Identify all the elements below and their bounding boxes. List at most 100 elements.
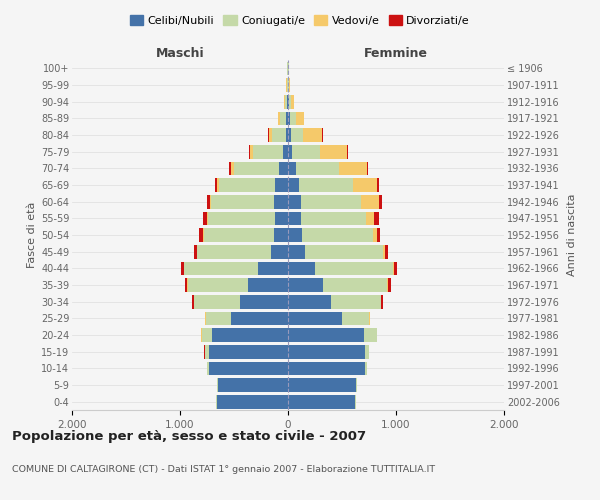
Bar (188, 278, 248, 292)
Bar (248, 145, 250, 158)
Y-axis label: Anni di nascita: Anni di nascita (566, 194, 577, 276)
Bar (342, 312, 369, 325)
Bar (364, 328, 377, 342)
Bar (199, 228, 203, 242)
Bar (377, 228, 380, 242)
Bar (274, 228, 288, 242)
Bar (323, 278, 388, 292)
Bar (203, 212, 207, 225)
Bar (288, 178, 299, 192)
Bar (365, 362, 367, 375)
Bar (218, 378, 288, 392)
Bar (320, 145, 347, 158)
Bar (194, 295, 241, 308)
Bar (288, 378, 356, 392)
Bar (288, 345, 365, 358)
Bar (393, 262, 394, 275)
Bar (373, 228, 377, 242)
Bar (353, 178, 377, 192)
Bar (288, 128, 290, 142)
Bar (285, 95, 287, 108)
Bar (288, 212, 301, 225)
Bar (219, 178, 275, 192)
Bar (302, 128, 322, 142)
Bar (275, 178, 288, 192)
Text: Maschi: Maschi (155, 47, 205, 60)
Text: Femmine: Femmine (364, 47, 428, 60)
Legend: Celibi/Nubili, Coniugati/e, Vedovi/e, Divorziati/e: Celibi/Nubili, Coniugati/e, Vedovi/e, Di… (125, 10, 475, 30)
Bar (385, 245, 388, 258)
Bar (181, 262, 184, 275)
Bar (287, 95, 288, 108)
Bar (208, 212, 275, 225)
Bar (253, 145, 283, 158)
Bar (278, 112, 280, 125)
Bar (288, 162, 296, 175)
Bar (197, 245, 271, 258)
Bar (231, 312, 288, 325)
Bar (367, 162, 368, 175)
Bar (383, 245, 385, 258)
Bar (291, 95, 294, 108)
Bar (234, 162, 280, 175)
Bar (296, 112, 304, 125)
Bar (288, 112, 290, 125)
Bar (204, 228, 274, 242)
Bar (248, 278, 288, 292)
Bar (296, 162, 339, 175)
Bar (290, 112, 296, 125)
Bar (331, 295, 381, 308)
Bar (365, 345, 369, 358)
Bar (210, 195, 211, 208)
Bar (207, 362, 209, 375)
Text: COMUNE DI CALTAGIRONE (CT) - Dati ISTAT 1° gennaio 2007 - Elaborazione TUTTITALI: COMUNE DI CALTAGIRONE (CT) - Dati ISTAT … (12, 465, 435, 474)
Bar (347, 145, 349, 158)
Bar (288, 95, 289, 108)
Bar (229, 162, 231, 175)
Bar (299, 178, 353, 192)
Bar (284, 95, 285, 108)
Bar (339, 162, 367, 175)
Bar (203, 228, 204, 242)
Bar (394, 262, 397, 275)
Bar (301, 212, 366, 225)
Bar (366, 212, 374, 225)
Bar (194, 245, 197, 258)
Bar (217, 395, 288, 408)
Bar (280, 112, 286, 125)
Bar (250, 145, 253, 158)
Bar (288, 328, 364, 342)
Bar (289, 78, 290, 92)
Bar (206, 312, 231, 325)
Bar (212, 328, 288, 342)
Bar (280, 162, 288, 175)
Bar (356, 378, 357, 392)
Bar (185, 278, 187, 292)
Bar (288, 245, 305, 258)
Bar (305, 245, 383, 258)
Bar (302, 228, 373, 242)
Bar (292, 145, 320, 158)
Bar (288, 278, 323, 292)
Bar (231, 162, 234, 175)
Bar (288, 312, 342, 325)
Bar (192, 295, 193, 308)
Bar (382, 295, 383, 308)
Bar (202, 328, 212, 342)
Bar (288, 262, 315, 275)
Bar (207, 212, 208, 225)
Bar (209, 362, 288, 375)
Bar (283, 145, 288, 158)
Bar (288, 145, 292, 158)
Bar (205, 345, 209, 358)
Bar (211, 195, 274, 208)
Bar (361, 195, 379, 208)
Bar (271, 245, 288, 258)
Bar (315, 262, 393, 275)
Bar (288, 195, 301, 208)
Y-axis label: Fasce di età: Fasce di età (26, 202, 37, 268)
Bar (379, 195, 382, 208)
Text: Popolazione per età, sesso e stato civile - 2007: Popolazione per età, sesso e stato civil… (12, 430, 366, 443)
Bar (241, 295, 288, 308)
Bar (209, 345, 288, 358)
